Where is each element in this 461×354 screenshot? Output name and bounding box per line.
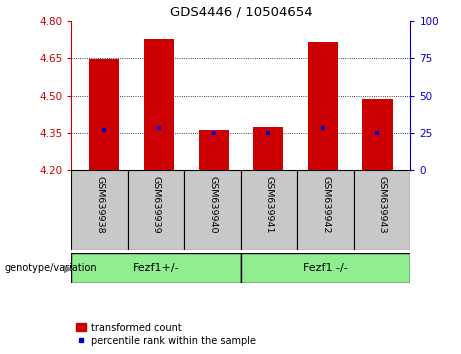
Bar: [184, 170, 241, 250]
Bar: [362, 98, 392, 170]
Bar: [253, 127, 283, 170]
Text: GSM639943: GSM639943: [378, 176, 387, 234]
Text: GSM639941: GSM639941: [265, 176, 274, 234]
Bar: [241, 253, 410, 283]
Bar: [71, 170, 128, 250]
Text: genotype/variation: genotype/variation: [5, 263, 97, 273]
Bar: [89, 59, 119, 170]
Bar: [297, 170, 354, 250]
Bar: [128, 170, 184, 250]
Text: GSM639939: GSM639939: [152, 176, 161, 234]
Text: GSM639940: GSM639940: [208, 176, 217, 234]
Bar: [241, 170, 297, 250]
Bar: [144, 39, 174, 170]
Legend: transformed count, percentile rank within the sample: transformed count, percentile rank withi…: [77, 323, 256, 346]
Bar: [354, 170, 410, 250]
Text: ▶: ▶: [64, 263, 72, 273]
Bar: [71, 253, 241, 283]
Bar: [199, 130, 229, 170]
Bar: [308, 41, 338, 170]
Title: GDS4446 / 10504654: GDS4446 / 10504654: [170, 6, 312, 19]
Text: Fezf1 -/-: Fezf1 -/-: [303, 263, 348, 273]
Text: Fezf1+/-: Fezf1+/-: [133, 263, 179, 273]
Text: GSM639938: GSM639938: [95, 176, 104, 234]
Text: GSM639942: GSM639942: [321, 176, 330, 234]
